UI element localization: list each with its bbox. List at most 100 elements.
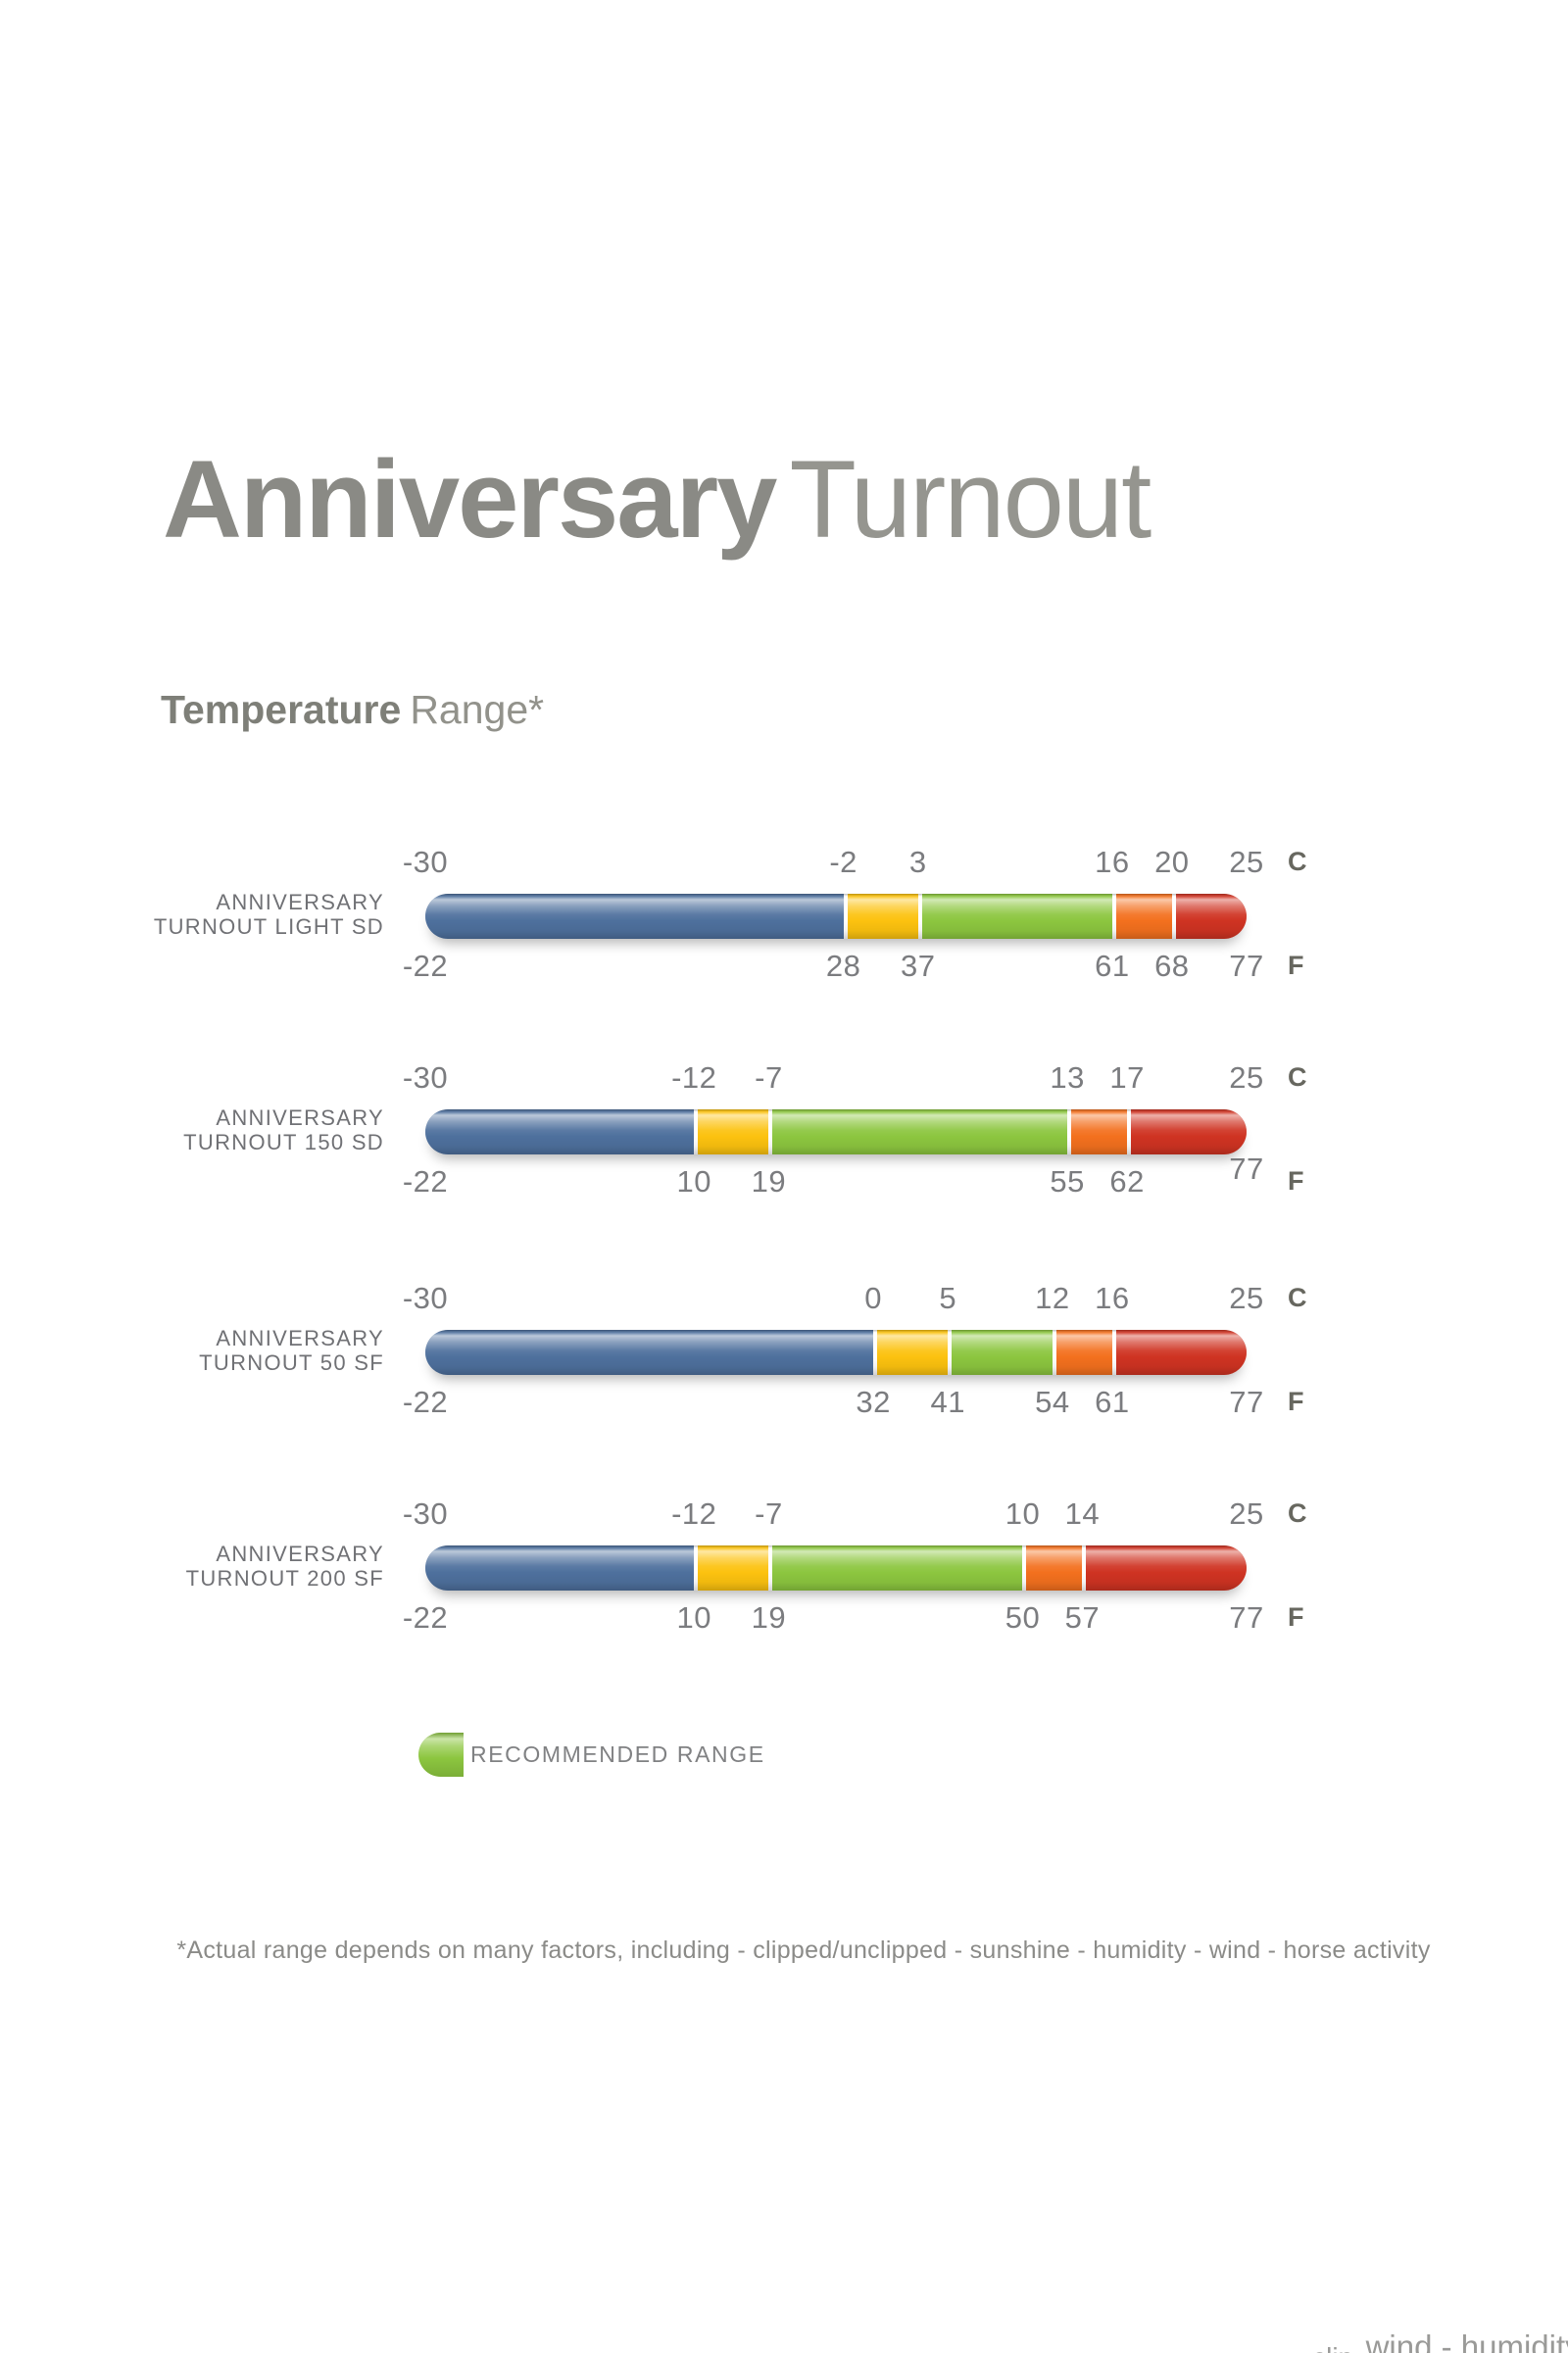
fahrenheit-tick: 62	[1109, 1164, 1145, 1199]
fahrenheit-tick: 55	[1050, 1164, 1085, 1199]
segment-orange	[1067, 1109, 1128, 1154]
product-name-line: ANNIVERSARY	[216, 1542, 384, 1566]
segment-red	[1111, 1330, 1247, 1375]
segment-green	[948, 1330, 1053, 1375]
fahrenheit-tick: 28	[825, 949, 861, 983]
section-title-light: Range*	[410, 687, 545, 732]
fahrenheit-tick: 10	[676, 1600, 711, 1635]
temperature-bar	[425, 1545, 1247, 1591]
product-name-line: TURNOUT 50 SF	[199, 1350, 384, 1375]
segment-yellow	[873, 1330, 949, 1375]
section-title: Temperature Range*	[161, 686, 544, 734]
celsius-unit: C	[1288, 1062, 1307, 1092]
product-name: ANNIVERSARY TURNOUT 200 SF	[0, 1542, 384, 1591]
product-name-line: TURNOUT 200 SF	[185, 1566, 384, 1591]
segment-red	[1082, 1545, 1247, 1591]
fahrenheit-ticks: -22 10 19 55 62 77 F	[403, 1153, 1304, 1199]
temperature-bar	[425, 894, 1247, 939]
celsius-tick: -30	[402, 845, 449, 879]
celsius-tick: -7	[755, 1496, 783, 1531]
celsius-tick: 25	[1229, 1060, 1264, 1095]
cutoff-text-fragment: - clip wind - humidity -	[1296, 2325, 1568, 2353]
celsius-tick: 25	[1229, 1496, 1264, 1531]
celsius-tick: -12	[671, 1060, 717, 1095]
footnote: *Actual range depends on many factors, i…	[176, 1936, 1431, 1964]
segment-yellow	[694, 1545, 769, 1591]
fahrenheit-tick: 10	[676, 1164, 711, 1199]
product-name-line: ANNIVERSARY	[216, 1105, 384, 1130]
segment-green	[768, 1109, 1068, 1154]
page-title: Anniversary Turnout	[163, 438, 1152, 561]
celsius-tick: 20	[1154, 845, 1190, 879]
recommended-range-swatch	[418, 1733, 464, 1777]
fahrenheit-tick: 77	[1229, 1600, 1264, 1635]
celsius-ticks: -30 -12 -7 10 14 25 C	[403, 1496, 1307, 1531]
celsius-tick: -2	[829, 845, 858, 879]
segment-yellow	[694, 1109, 769, 1154]
product-name-line: TURNOUT LIGHT SD	[153, 914, 384, 939]
cutoff-text-part-1: - clip	[1296, 2342, 1353, 2353]
legend-label: RECOMMENDED RANGE	[470, 1741, 765, 1767]
fahrenheit-unit: F	[1288, 1602, 1304, 1632]
celsius-tick: 25	[1229, 1281, 1264, 1315]
fahrenheit-tick: -22	[402, 1164, 449, 1199]
fahrenheit-tick: 61	[1095, 1385, 1130, 1419]
segment-orange	[1111, 894, 1172, 939]
celsius-ticks: -30 0 5 12 16 25 C	[403, 1281, 1307, 1315]
segment-blue	[425, 1545, 695, 1591]
celsius-tick: -30	[402, 1496, 449, 1531]
celsius-ticks: -30 -12 -7 13 17 25 C	[403, 1060, 1307, 1095]
celsius-tick: 17	[1109, 1060, 1145, 1095]
legend: RECOMMENDED RANGE	[418, 1733, 765, 1777]
fahrenheit-tick: -22	[402, 949, 449, 983]
segment-blue	[425, 1330, 874, 1375]
fahrenheit-tick: -22	[402, 1600, 449, 1635]
celsius-unit: C	[1288, 1498, 1307, 1528]
celsius-tick: -30	[402, 1060, 449, 1095]
fahrenheit-tick: 57	[1064, 1600, 1101, 1635]
temperature-bar	[425, 1330, 1247, 1375]
section-title-bold: Temperature	[161, 687, 402, 732]
fahrenheit-tick: 77	[1229, 949, 1264, 983]
celsius-tick: 10	[1004, 1496, 1041, 1531]
celsius-tick: 13	[1050, 1060, 1085, 1095]
celsius-tick: 0	[864, 1281, 882, 1315]
fahrenheit-ticks: -22 10 19 50 57 77 F	[403, 1600, 1304, 1635]
fahrenheit-tick: 77	[1229, 1385, 1264, 1419]
fahrenheit-tick: 19	[751, 1164, 787, 1199]
fahrenheit-tick: 50	[1004, 1600, 1041, 1635]
fahrenheit-tick: 54	[1035, 1385, 1070, 1419]
celsius-tick: -30	[402, 1281, 449, 1315]
product-name: ANNIVERSARY TURNOUT 150 SD	[0, 1105, 384, 1154]
fahrenheit-tick: 68	[1154, 949, 1190, 983]
page-title-light: Turnout	[789, 438, 1152, 561]
fahrenheit-ticks: -22 32 41 54 61 77 F	[403, 1385, 1304, 1419]
segment-yellow	[843, 894, 918, 939]
celsius-tick: 3	[908, 845, 927, 879]
celsius-unit: C	[1288, 1283, 1307, 1312]
segment-red	[1171, 894, 1247, 939]
segment-blue	[425, 1109, 695, 1154]
fahrenheit-tick: 61	[1095, 949, 1130, 983]
celsius-unit: C	[1288, 847, 1307, 876]
segment-orange	[1052, 1330, 1112, 1375]
celsius-tick: 25	[1229, 845, 1264, 879]
fahrenheit-tick: 37	[901, 949, 936, 983]
segment-green	[917, 894, 1112, 939]
celsius-tick: 16	[1095, 1281, 1130, 1315]
segment-red	[1127, 1109, 1247, 1154]
segment-orange	[1022, 1545, 1083, 1591]
product-name-line: TURNOUT 150 SD	[183, 1130, 384, 1154]
fahrenheit-tick: -22	[402, 1385, 449, 1419]
temperature-bar	[425, 1109, 1247, 1154]
celsius-tick: 12	[1035, 1281, 1070, 1315]
product-name: ANNIVERSARY TURNOUT LIGHT SD	[0, 890, 384, 939]
fahrenheit-tick: 32	[856, 1385, 891, 1419]
celsius-tick: -7	[755, 1060, 783, 1095]
cutoff-text-part-2: wind - humidity -	[1365, 2328, 1568, 2353]
fahrenheit-unit: F	[1288, 951, 1304, 980]
product-name: ANNIVERSARY TURNOUT 50 SF	[0, 1326, 384, 1375]
fahrenheit-unit: F	[1288, 1387, 1304, 1416]
fahrenheit-ticks: -22 28 37 61 68 77 F	[403, 949, 1304, 983]
